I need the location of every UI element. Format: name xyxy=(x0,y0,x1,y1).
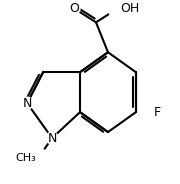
Circle shape xyxy=(68,2,80,14)
Text: OH: OH xyxy=(120,2,139,15)
Circle shape xyxy=(46,132,58,144)
Text: F: F xyxy=(154,106,161,119)
Circle shape xyxy=(108,0,128,18)
Text: CH₃: CH₃ xyxy=(15,153,36,163)
Circle shape xyxy=(21,97,33,109)
Text: N: N xyxy=(47,132,57,145)
Circle shape xyxy=(146,106,158,118)
Circle shape xyxy=(28,148,48,168)
Text: N: N xyxy=(22,97,32,110)
Text: O: O xyxy=(69,2,79,15)
